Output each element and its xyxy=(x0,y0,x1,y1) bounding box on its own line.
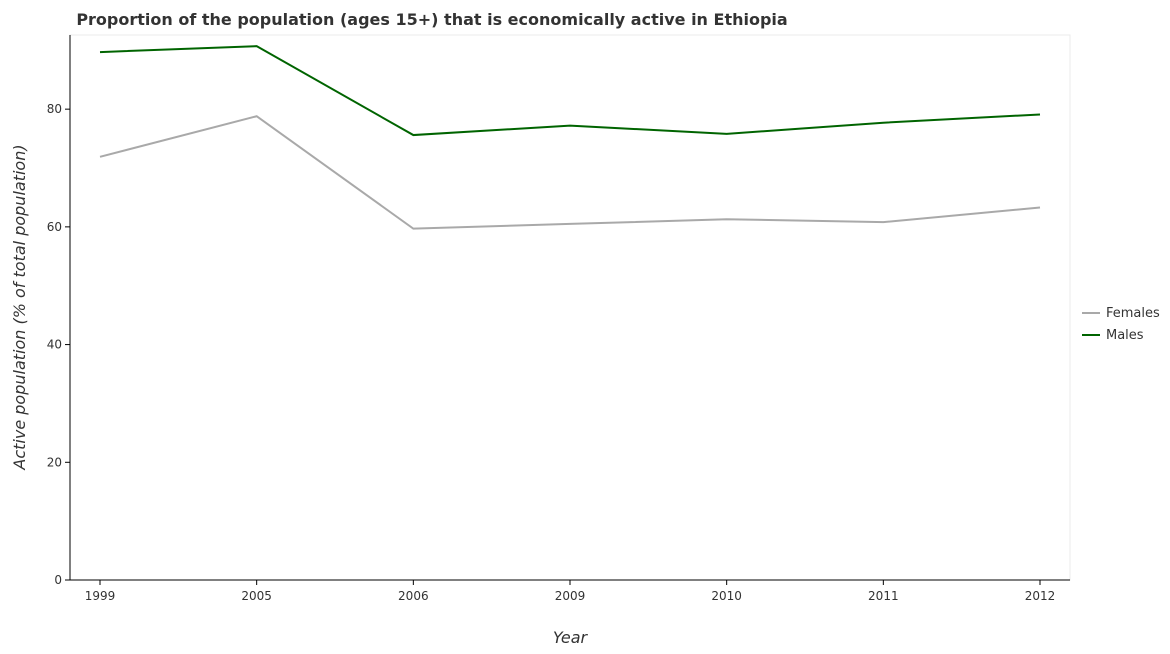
legend: Females Males xyxy=(1082,306,1160,343)
y-axis-title: Active population (% of total population… xyxy=(10,144,29,470)
x-axis-ticks: 1999 2005 2006 2009 2010 2011 2012 xyxy=(85,580,1056,603)
x-tick-label: 2010 xyxy=(711,589,742,603)
x-axis-title: Year xyxy=(553,628,589,647)
y-tick-label: 0 xyxy=(54,573,62,587)
y-tick-label: 80 xyxy=(47,102,62,116)
y-tick-label: 20 xyxy=(47,455,62,469)
legend-label-females: Females xyxy=(1106,306,1160,321)
plot-area xyxy=(69,34,1071,581)
y-axis-ticks: 0 20 40 60 80 xyxy=(47,102,70,587)
x-tick-label: 1999 xyxy=(85,589,116,603)
series-line-males xyxy=(99,45,1041,137)
legend-label-males: Males xyxy=(1106,328,1144,343)
x-tick-label: 2005 xyxy=(241,589,272,603)
chart-title: Proportion of the population (ages 15+) … xyxy=(76,10,787,29)
series-lines xyxy=(99,45,1041,230)
x-tick-label: 2006 xyxy=(398,589,429,603)
x-tick-label: 2011 xyxy=(868,589,899,603)
x-tick-label: 2012 xyxy=(1025,589,1056,603)
series-line-females xyxy=(99,115,1041,230)
y-tick-label: 60 xyxy=(47,220,62,234)
y-tick-label: 40 xyxy=(47,338,62,352)
x-tick-label: 2009 xyxy=(555,589,586,603)
